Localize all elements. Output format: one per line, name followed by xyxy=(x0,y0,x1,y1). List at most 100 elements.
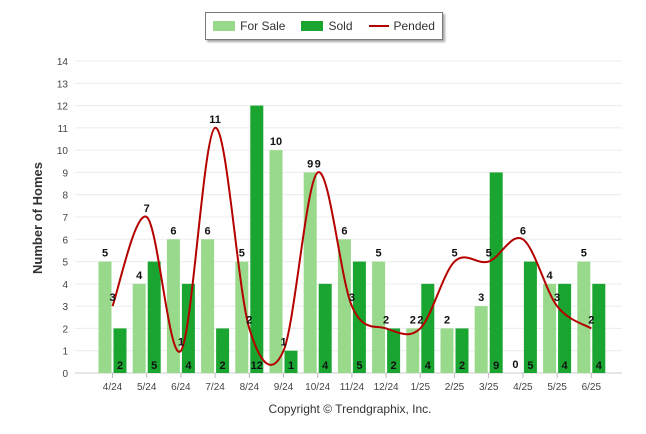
pended-label: 5 xyxy=(451,248,457,260)
for-sale-label: 5 xyxy=(239,248,245,260)
sold-swatch xyxy=(301,21,324,31)
pended-label: 3 xyxy=(349,292,355,304)
for-sale-label: 10 xyxy=(270,136,282,148)
for-sale-bar xyxy=(372,261,386,373)
y-tick-label: 5 xyxy=(62,258,68,269)
x-tick-label: 9/24 xyxy=(274,382,294,393)
legend-item-sold[interactable]: Sold xyxy=(301,19,353,33)
x-tick-label: 6/24 xyxy=(171,382,191,393)
pended-line xyxy=(111,126,592,366)
for-sale-bar xyxy=(303,172,317,373)
y-tick-label: 9 xyxy=(62,168,68,179)
for-sale-label: 9 xyxy=(307,158,313,170)
x-axis-ticks: 4/24 5/24 6/24 7/24 8/24 9/24 10/24 11/24 12/24 1… xyxy=(103,373,601,393)
sold-bar xyxy=(592,283,606,373)
x-tick-label: 5/24 xyxy=(137,382,157,393)
for-sale-bar xyxy=(235,261,249,373)
for-sale-bar xyxy=(577,261,591,373)
y-tick-label: 7 xyxy=(62,213,68,224)
for-sale-label: 2 xyxy=(410,314,416,326)
legend-item-for-sale[interactable]: For Sale xyxy=(213,19,285,33)
for-sale-label: 5 xyxy=(102,248,108,260)
x-tick-label: 7/24 xyxy=(205,382,225,393)
legend-item-pended[interactable]: Pended xyxy=(368,19,435,33)
sold-label: 5 xyxy=(356,360,362,372)
sold-bar xyxy=(181,283,195,373)
bars xyxy=(98,105,606,374)
sold-label: 4 xyxy=(322,360,329,372)
pended-label: 1 xyxy=(178,337,184,349)
x-tick-label: 5/25 xyxy=(547,382,567,393)
for-sale-bar xyxy=(440,328,454,373)
legend-label: For Sale xyxy=(240,19,286,33)
legend: For Sale Sold Pended xyxy=(205,12,443,40)
y-axis-title: Number of Homes xyxy=(30,162,45,274)
sold-label: 4 xyxy=(596,360,603,372)
for-sale-bar xyxy=(406,328,420,373)
sold-label: 2 xyxy=(459,360,465,372)
pended-label: 2 xyxy=(588,314,594,326)
sold-label: 2 xyxy=(117,360,123,372)
sold-label: 9 xyxy=(493,360,499,372)
x-tick-label: 2/25 xyxy=(445,382,465,393)
for-sale-bar xyxy=(166,239,180,373)
sold-label: 4 xyxy=(562,360,569,372)
for-sale-label: 3 xyxy=(478,292,484,304)
for-sale-swatch xyxy=(213,21,236,31)
y-tick-label: 1 xyxy=(62,347,68,358)
y-tick-label: 8 xyxy=(62,191,68,202)
pended-label: 9 xyxy=(315,158,321,170)
sold-label: 4 xyxy=(425,360,432,372)
legend-label: Pended xyxy=(393,19,435,33)
pended-label: 2 xyxy=(383,314,389,326)
y-tick-label: 12 xyxy=(57,102,69,113)
sold-label: 1 xyxy=(288,360,294,372)
y-tick-label: 0 xyxy=(62,369,68,380)
sold-label: 4 xyxy=(185,360,192,372)
pended-line-path xyxy=(111,126,592,366)
pended-label: 6 xyxy=(520,225,526,237)
x-tick-label: 11/24 xyxy=(340,382,365,393)
sold-bar xyxy=(421,283,435,373)
sold-label: 2 xyxy=(391,360,397,372)
x-tick-label: 3/25 xyxy=(479,382,499,393)
for-sale-label: 5 xyxy=(376,248,382,260)
y-tick-label: 11 xyxy=(58,124,69,135)
for-sale-label: 2 xyxy=(444,314,450,326)
for-sale-label: 6 xyxy=(205,225,211,237)
pended-label: 5 xyxy=(486,248,492,260)
for-sale-bar xyxy=(132,283,146,373)
pended-label: 7 xyxy=(144,203,150,215)
for-sale-bar xyxy=(201,239,215,373)
y-tick-label: 6 xyxy=(62,235,68,246)
pended-label: 2 xyxy=(246,314,252,326)
for-sale-label: 6 xyxy=(170,225,176,237)
for-sale-label: 4 xyxy=(547,270,554,282)
sold-bar xyxy=(113,328,127,373)
y-tick-label: 13 xyxy=(57,79,69,90)
pended-label: 11 xyxy=(209,114,221,126)
y-tick-label: 2 xyxy=(62,324,68,335)
sold-bar xyxy=(489,172,503,373)
sold-bar xyxy=(250,105,264,374)
sold-bar xyxy=(318,283,332,373)
y-tick-label: 4 xyxy=(62,280,68,291)
sold-bar xyxy=(387,328,401,373)
y-tick-label: 14 xyxy=(57,57,69,68)
for-sale-bar xyxy=(98,261,112,373)
for-sale-bar xyxy=(543,283,557,373)
y-tick-label: 3 xyxy=(62,302,68,313)
for-sale-label: 6 xyxy=(341,225,347,237)
x-tick-label: 1/25 xyxy=(411,382,431,393)
for-sale-bar xyxy=(337,239,351,373)
pended-label: 3 xyxy=(109,292,115,304)
x-tick-label: 8/24 xyxy=(240,382,260,393)
for-sale-bar xyxy=(269,150,283,373)
pended-label: 1 xyxy=(280,337,286,349)
x-tick-label: 4/24 xyxy=(103,382,123,393)
sold-bar xyxy=(523,261,537,373)
sold-bar xyxy=(284,350,298,373)
